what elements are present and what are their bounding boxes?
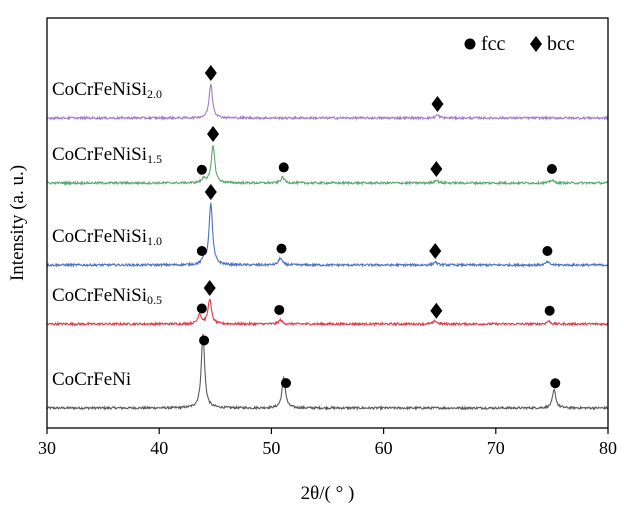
x-tick-label: 30 [38, 438, 56, 458]
fcc-peak-marker [550, 378, 561, 389]
series-label-main: CoCrFeNiSi [52, 144, 147, 165]
series-label-3: CoCrFeNiSi1.5 [52, 144, 162, 166]
fcc-peak-marker [196, 246, 207, 257]
bcc-peak-marker [207, 126, 220, 142]
bcc-peak-marker [430, 302, 443, 319]
series-label-sub: 1.5 [147, 152, 162, 166]
fcc-peak-marker [199, 335, 210, 346]
series-label-0: CoCrFeNi [52, 369, 131, 390]
series-label-2: CoCrFeNiSi1.0 [52, 226, 162, 248]
legend-bcc-marker [530, 36, 542, 52]
x-tick-label: 70 [487, 438, 505, 458]
bcc-peak-marker [204, 184, 217, 200]
series-line-3 [46, 145, 609, 186]
series-label-main: CoCrFeNi [52, 369, 131, 390]
fcc-peak-marker [196, 303, 207, 314]
series-label-1: CoCrFeNiSi0.5 [52, 285, 162, 307]
fcc-peak-marker [278, 162, 289, 173]
series-line-0 [46, 333, 609, 412]
fcc-peak-marker [196, 164, 207, 175]
series-label-main: CoCrFeNiSi [52, 226, 147, 247]
series-line-2 [46, 202, 609, 268]
series-label-main: CoCrFeNiSi [52, 285, 147, 306]
fcc-peak-marker [274, 304, 285, 315]
bcc-peak-marker [430, 161, 443, 177]
fcc-peak-marker [544, 305, 555, 316]
y-axis-title: Intensity (a. u.) [7, 165, 28, 281]
legend-label: fcc [481, 33, 506, 55]
legend-fcc-marker [464, 38, 476, 50]
bcc-peak-marker [203, 280, 216, 296]
series-label-sub: 1.0 [147, 234, 162, 248]
series-label-main: CoCrFeNiSi [52, 79, 147, 100]
x-axis-title: 2θ/( ° ) [301, 483, 355, 504]
bcc-peak-marker [431, 96, 444, 112]
x-tick-label: 50 [262, 438, 280, 458]
x-tick-label: 60 [375, 438, 393, 458]
legend-label: bcc [547, 33, 575, 55]
series-label-sub: 2.0 [147, 87, 162, 101]
chart-legend: fcc bcc [464, 33, 575, 55]
fcc-peak-marker [546, 164, 557, 174]
series-line-4 [46, 83, 609, 122]
plot-frame [46, 17, 609, 429]
series-label-4: CoCrFeNiSi2.0 [52, 79, 162, 101]
x-tick-label: 80 [599, 438, 617, 458]
fcc-peak-marker [542, 246, 553, 256]
x-tick-label: 40 [150, 438, 168, 458]
fcc-peak-marker [280, 378, 291, 389]
series-line-1 [46, 298, 609, 327]
series-label-sub: 0.5 [147, 293, 162, 307]
bcc-peak-marker [429, 243, 442, 259]
fcc-peak-marker [276, 243, 287, 254]
bcc-peak-marker [204, 65, 217, 81]
